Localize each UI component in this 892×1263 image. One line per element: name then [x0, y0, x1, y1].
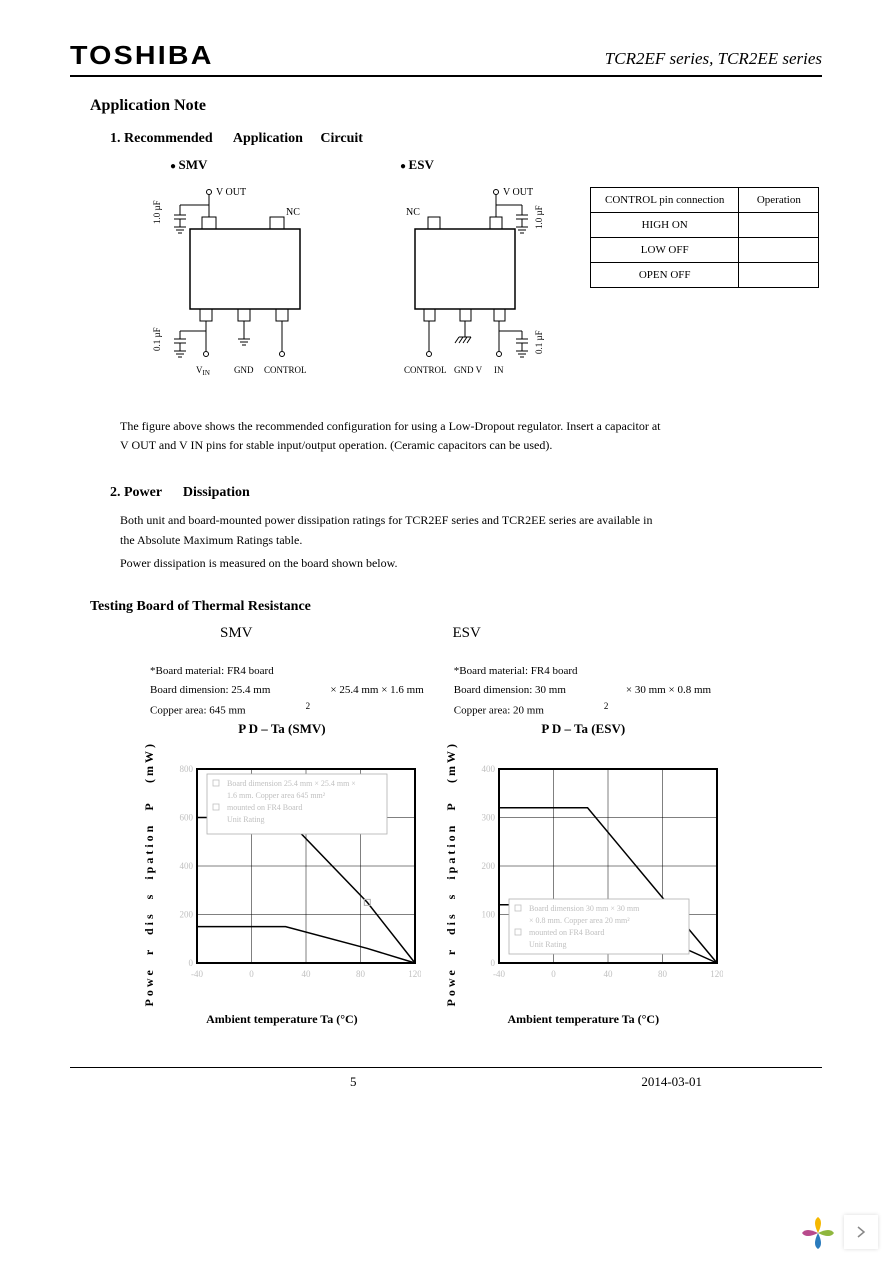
esv-diagram: NC V OUT 1.0 µF: [360, 179, 560, 399]
circuit-row: SMV V OUT: [130, 157, 822, 399]
smv-board-info: *Board material: FR4 board Board dimensi…: [150, 662, 424, 721]
esv-chart-block: *Board material: FR4 board Board dimensi…: [444, 662, 723, 1027]
td-high-op: [739, 213, 819, 238]
svg-text:800: 800: [180, 764, 194, 774]
brand-logo: TOSHIBA: [70, 40, 214, 71]
cap-01uf-label: 0.1 µF: [152, 327, 162, 351]
svg-text:80: 80: [658, 969, 668, 979]
smv-xlabel: Ambient temperature Ta (°C): [206, 1012, 358, 1027]
smv-chart-block: *Board material: FR4 board Board dimensi…: [140, 662, 424, 1027]
next-page-button[interactable]: [844, 1215, 878, 1249]
page: TOSHIBA TCR2EF series, TCR2EE series App…: [0, 0, 892, 1263]
svg-text:200: 200: [481, 861, 495, 871]
esv-xlabel: Ambient temperature Ta (°C): [508, 1012, 660, 1027]
vin-label: VIN: [196, 365, 210, 377]
svg-text:200: 200: [180, 910, 194, 920]
control-table: CONTROL pin connection Operation HIGH ON…: [590, 187, 819, 288]
svg-text:Board dimension 25.4 mm × 25.4: Board dimension 25.4 mm × 25.4 mm ×: [227, 779, 356, 788]
esv-ylabel: Powe r dis s ipation P (mW): [444, 741, 459, 1006]
corner-logo-icon: [798, 1213, 838, 1253]
series-title: TCR2EF series, TCR2EE series: [605, 49, 822, 69]
svg-text:0: 0: [490, 958, 495, 968]
page-number: 5: [350, 1074, 357, 1090]
control-label-esv: CONTROL: [404, 365, 447, 375]
cap-10uf-label: 1.0 µF: [152, 200, 162, 224]
testboard-heading: Testing Board of Thermal Resistance: [90, 599, 822, 615]
td-low-op: [739, 238, 819, 263]
svg-text:600: 600: [180, 813, 194, 823]
smv-label: SMV: [170, 157, 207, 173]
td-open-op: [739, 263, 819, 288]
svg-text:Unit Rating: Unit Rating: [529, 940, 567, 949]
smv-ylabel: Powe r dis s ipation P (mW): [142, 741, 157, 1006]
svg-text:300: 300: [481, 813, 495, 823]
cap-01uf-esv: 0.1 µF: [534, 330, 544, 354]
svg-text:400: 400: [481, 764, 495, 774]
svg-text:× 0.8 mm. Copper area 20 mm²: × 0.8 mm. Copper area 20 mm²: [529, 916, 630, 925]
svg-text:80: 80: [356, 969, 366, 979]
esv-label: ESV: [400, 157, 434, 173]
board-label-row: SMV ESV: [220, 625, 822, 642]
cap-10uf-esv: 1.0 µF: [534, 205, 544, 229]
td-open: OPEN OFF: [591, 263, 739, 288]
svg-text:120: 120: [409, 969, 422, 979]
smv-circuit: SMV V OUT: [130, 157, 330, 399]
th-conn: CONTROL pin connection: [591, 188, 739, 213]
th-op: Operation: [739, 188, 819, 213]
board-esv: ESV: [453, 625, 481, 642]
esv-chart: -40040801200100200300400Board dimension …: [463, 763, 723, 983]
section-heading: Application Note: [90, 97, 822, 115]
control-table-wrap: CONTROL pin connection Operation HIGH ON…: [590, 157, 819, 288]
svg-text:mounted on FR4 Board: mounted on FR4 Board: [227, 803, 302, 812]
svg-text:0: 0: [551, 969, 556, 979]
nc-label: NC: [286, 207, 300, 218]
svg-text:1.6 mm. Copper area 645 mm²: 1.6 mm. Copper area 645 mm²: [227, 791, 326, 800]
svg-text:-40: -40: [191, 969, 203, 979]
header: TOSHIBA TCR2EF series, TCR2EE series: [70, 40, 822, 77]
sec2-body: Both unit and board-mounted power dissip…: [120, 511, 822, 573]
svg-text:Board dimension 30 mm × 30 mm: Board dimension 30 mm × 30 mm: [529, 904, 640, 913]
chart-row: *Board material: FR4 board Board dimensi…: [140, 662, 822, 1027]
svg-text:100: 100: [481, 910, 495, 920]
gnd-label: GND: [234, 365, 254, 375]
footer-date: 2014-03-01: [641, 1074, 702, 1090]
nc-label-esv: NC: [406, 207, 420, 218]
vout-label: V OUT: [216, 187, 246, 198]
vout-label-esv: V OUT: [503, 187, 533, 198]
svg-text:Unit Rating: Unit Rating: [227, 815, 265, 824]
sec2-heading: 2. Power Dissipation: [110, 485, 822, 501]
footer: 5 2014-03-01: [70, 1067, 822, 1090]
svg-text:400: 400: [180, 861, 194, 871]
svg-text:40: 40: [603, 969, 613, 979]
smv-chart-title: P D – Ta (SMV): [238, 721, 325, 737]
circuit-caption: The figure above shows the recommended c…: [120, 417, 822, 455]
smv-diagram: V OUT 1.0 µF NC: [130, 179, 330, 399]
svg-text:0: 0: [250, 969, 255, 979]
sec1-heading: 1. Recommended Application Circuit: [110, 131, 822, 147]
esv-chart-title: P D – Ta (ESV): [541, 721, 625, 737]
svg-text:0: 0: [189, 958, 194, 968]
svg-text:-40: -40: [493, 969, 505, 979]
gnd-label-esv: GND V: [454, 365, 483, 375]
esv-board-info: *Board material: FR4 board Board dimensi…: [454, 662, 711, 721]
td-low: LOW OFF: [591, 238, 739, 263]
board-smv: SMV: [220, 625, 253, 642]
svg-text:mounted on FR4 Board: mounted on FR4 Board: [529, 928, 604, 937]
svg-text:120: 120: [710, 969, 723, 979]
vin-label-esv: IN: [494, 365, 504, 375]
svg-text:40: 40: [302, 969, 312, 979]
td-high: HIGH ON: [591, 213, 739, 238]
control-label: CONTROL: [264, 365, 307, 375]
smv-chart: -40040801200200400600800Board dimension …: [161, 763, 421, 983]
esv-circuit: ESV NC V OUT: [360, 157, 560, 399]
